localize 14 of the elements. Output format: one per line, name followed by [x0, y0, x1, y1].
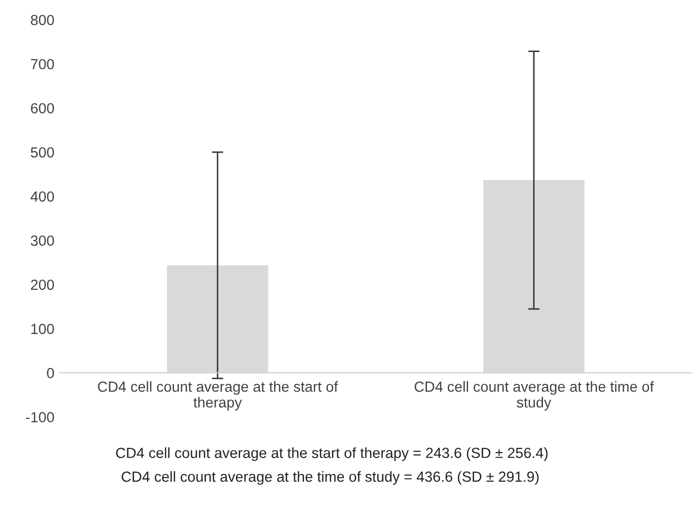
y-tick-label: 300: [30, 236, 54, 246]
y-tick-label: 500: [30, 147, 54, 158]
y-tick-label: -100: [26, 412, 54, 422]
y-tick-label: 600: [30, 103, 54, 114]
y-tick-label: 100: [31, 324, 54, 334]
text: CD4 cell count average at the time of study = 436.6 (SD ± 291.9): [122, 471, 539, 485]
x-tick-label: CD4 cell count average at the time of study: [414, 381, 654, 410]
text: CD4 cell count average at the start of therapy = 243.6 (SD ± 256.4): [116, 447, 548, 461]
y-tick-label: 400: [30, 191, 54, 202]
y-tick-label: 200: [30, 280, 54, 290]
x-tick-label: CD4 cell count average at the start of therapy: [98, 381, 338, 410]
y-tick-label: 800: [30, 14, 54, 26]
y-tick-label: 700: [30, 58, 54, 70]
y-tick-label: 0: [47, 368, 54, 378]
